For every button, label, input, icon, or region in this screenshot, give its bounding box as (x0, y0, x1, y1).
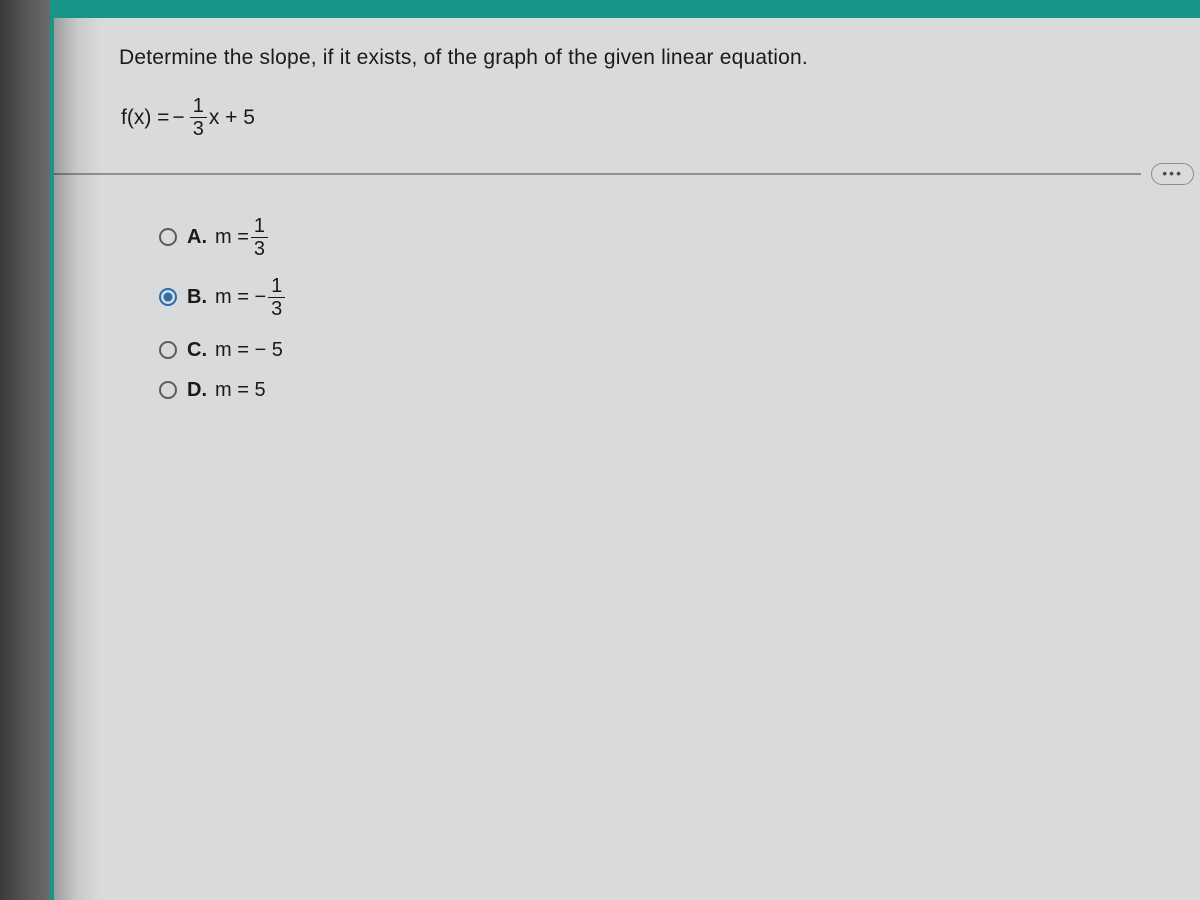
option-c-text: m = − 5 (215, 339, 283, 362)
option-b-letter: B. (187, 286, 207, 309)
option-b-label: B. m = − 1 3 (187, 276, 287, 319)
equation-tail: x + 5 (209, 106, 255, 130)
option-b[interactable]: B. m = − 1 3 (159, 275, 1160, 319)
option-a-letter: A. (187, 226, 207, 249)
option-a-fraction: 1 3 (251, 216, 268, 259)
question-prompt: Determine the slope, if it exists, of th… (119, 46, 1160, 70)
more-options-button[interactable]: ••• (1151, 163, 1194, 185)
option-c-letter: C. (187, 339, 207, 362)
option-a-prefix: m = (215, 226, 249, 249)
fraction-numerator: 1 (190, 96, 207, 118)
option-c[interactable]: C. m = − 5 (159, 335, 1160, 365)
option-b-fraction: 1 3 (268, 276, 285, 319)
question-equation: f(x) = − 1 3 x + 5 (119, 96, 1160, 139)
option-c-label: C. m = − 5 (187, 339, 283, 362)
option-d-text: m = 5 (215, 379, 266, 402)
option-b-num: 1 (268, 276, 285, 298)
content-area: Determine the slope, if it exists, of th… (54, 18, 1200, 900)
equation-lhs: f(x) = (121, 106, 169, 130)
radio-b[interactable] (159, 288, 177, 306)
option-b-den: 3 (268, 298, 285, 319)
radio-c[interactable] (159, 341, 177, 359)
answer-options: A. m = 1 3 B. m = − 1 3 (119, 215, 1160, 405)
option-a-label: A. m = 1 3 (187, 216, 270, 259)
equation-sign: − (172, 106, 184, 130)
fraction-denominator: 3 (190, 118, 207, 139)
top-accent-bar (54, 0, 1200, 18)
option-b-prefix: m = − (215, 286, 266, 309)
option-a[interactable]: A. m = 1 3 (159, 215, 1160, 259)
option-d[interactable]: D. m = 5 (159, 375, 1160, 405)
radio-d[interactable] (159, 381, 177, 399)
question-panel: Determine the slope, if it exists, of th… (50, 0, 1200, 900)
option-a-den: 3 (251, 238, 268, 259)
divider-line (54, 173, 1141, 175)
radio-a[interactable] (159, 228, 177, 246)
option-d-letter: D. (187, 379, 207, 402)
page-gutter (0, 0, 50, 900)
section-divider: ••• (54, 163, 1200, 185)
equation-fraction: 1 3 (190, 96, 207, 139)
option-a-num: 1 (251, 216, 268, 238)
option-d-label: D. m = 5 (187, 379, 266, 402)
